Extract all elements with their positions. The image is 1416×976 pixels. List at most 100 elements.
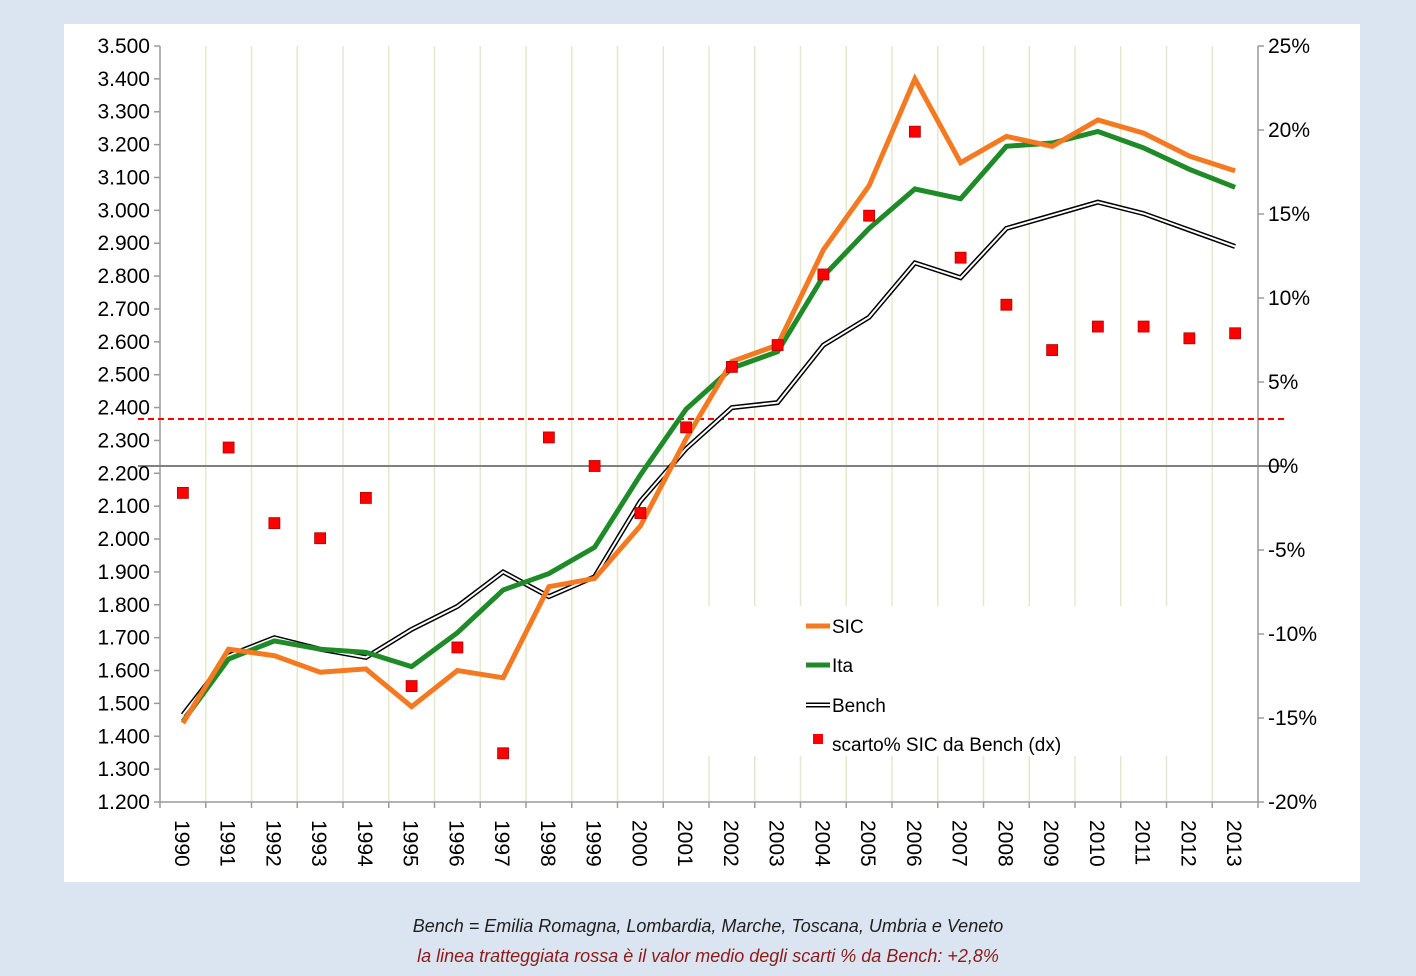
left-tick-label: 2.700	[97, 298, 150, 321]
scarto-marker	[268, 517, 281, 530]
legend: SIC Ita Bench scarto% SIC da Bench (dx)	[806, 617, 1061, 756]
x-tick-label: 2007	[948, 820, 971, 867]
scarto-marker	[725, 360, 738, 373]
left-tick-label: 3.000	[97, 199, 150, 222]
x-tick-label: 2001	[673, 820, 696, 867]
left-tick-label: 2.400	[97, 397, 150, 420]
reference-lines	[138, 417, 1284, 467]
gridlines	[205, 46, 1213, 802]
legend-label-ita: Ita	[832, 656, 854, 677]
right-tick-label: -15%	[1268, 707, 1317, 730]
legend-label-bench: Bench	[832, 696, 886, 717]
right-tick-label: -20%	[1268, 791, 1317, 814]
left-tick-label: 2.900	[97, 232, 150, 255]
left-tick-label: 1.800	[97, 594, 150, 617]
left-tick-label: 2.100	[97, 495, 150, 518]
x-tick-label: 1999	[582, 820, 605, 867]
left-tick-label: 3.300	[97, 101, 150, 124]
scarto-marker	[908, 125, 921, 138]
x-tick-label: 2000	[627, 820, 650, 867]
right-tick-label: 15%	[1268, 203, 1310, 226]
sic-line	[180, 73, 1236, 725]
caption-bench-regions: Bench = Emilia Romagna, Lombardia, March…	[412, 916, 1004, 936]
left-tick-label: 1.200	[97, 791, 150, 814]
x-tick-label: 1998	[536, 820, 559, 867]
left-tick-label: 2.500	[97, 364, 150, 387]
x-tick-label: 1997	[490, 820, 513, 867]
scarto-marker	[1091, 320, 1104, 333]
left-tick-label: 1.500	[97, 692, 150, 715]
scarto-marker	[1229, 327, 1242, 340]
left-tick-label: 3.400	[97, 68, 150, 91]
scarto-marker	[222, 441, 235, 454]
bench-line-inner	[182, 201, 1236, 716]
left-tick-label: 1.900	[97, 561, 150, 584]
x-tick-label: 2010	[1085, 820, 1108, 867]
x-tick-label: 2006	[902, 820, 925, 867]
right-tick-label: -5%	[1268, 539, 1305, 562]
tick-labels: 1.200 1.300 1.400 1.500 1.600 1.700 1.800 1.900…	[97, 35, 1317, 867]
x-tick-label: 2009	[1039, 820, 1062, 867]
x-tick-label: 2002	[719, 820, 742, 867]
scarto-marker	[1000, 298, 1013, 311]
left-tick-label: 3.100	[97, 166, 150, 189]
left-tick-label: 2.300	[97, 429, 150, 452]
x-tick-label: 2003	[765, 820, 788, 867]
scarto-markers	[176, 125, 1242, 760]
x-tick-label: 2005	[856, 820, 879, 867]
legend-swatch-scarto	[813, 734, 823, 744]
scarto-marker	[1137, 320, 1150, 333]
legend-background	[704, 606, 1184, 756]
left-tick-label: 1.700	[97, 627, 150, 650]
scarto-marker	[359, 492, 372, 504]
left-tick-label: 1.400	[97, 725, 150, 748]
axes	[154, 45, 1264, 808]
left-tick-label: 3.500	[97, 35, 150, 58]
x-tick-label: 1996	[444, 820, 467, 867]
scarto-marker	[497, 747, 510, 760]
x-tick-label: 1994	[353, 820, 376, 867]
scarto-marker	[314, 532, 327, 545]
scarto-marker	[451, 641, 464, 654]
x-tick-label: 1990	[170, 820, 193, 867]
x-tick-label: 2008	[993, 820, 1016, 867]
left-tick-label: 1.300	[97, 758, 150, 781]
x-tick-label: 1992	[261, 820, 284, 867]
left-tick-label: 2.000	[97, 528, 150, 551]
left-tick-label: 3.200	[97, 134, 150, 157]
scarto-marker	[634, 507, 647, 519]
right-tick-label: 0%	[1268, 455, 1298, 478]
scarto-marker	[588, 460, 601, 472]
legend-label-sic: SIC	[832, 617, 864, 638]
x-tick-label: 2004	[810, 820, 833, 867]
right-tick-label: -10%	[1268, 623, 1317, 646]
scarto-marker	[1046, 344, 1059, 356]
scarto-marker	[954, 251, 967, 264]
scarto-marker	[863, 209, 876, 222]
right-tick-label: 5%	[1268, 371, 1298, 394]
chart-panel: SIC Ita Bench scarto% SIC da Bench (dx) 1.2…	[64, 24, 1360, 882]
left-tick-label: 1.600	[97, 660, 150, 683]
x-tick-label: 1993	[307, 820, 330, 867]
left-tick-label: 2.200	[97, 462, 150, 485]
legend-label-scarto: scarto% SIC da Bench (dx)	[832, 735, 1061, 756]
scarto-marker	[771, 339, 784, 351]
left-tick-label: 2.600	[97, 331, 150, 354]
scarto-marker	[680, 421, 693, 434]
scarto-marker	[405, 680, 418, 692]
scarto-marker	[542, 431, 555, 444]
x-tick-label: 2012	[1176, 820, 1199, 867]
x-tick-label: 2011	[1131, 820, 1154, 865]
scarto-marker	[1183, 332, 1196, 345]
series	[180, 73, 1237, 725]
x-tick-label: 1991	[216, 820, 239, 867]
right-tick-label: 10%	[1268, 287, 1310, 310]
scarto-marker	[176, 486, 189, 499]
line-chart: SIC Ita Bench scarto% SIC da Bench (dx) 1.2…	[97, 35, 1317, 867]
left-tick-label: 2.800	[97, 265, 150, 288]
caption-mean-line-note: la linea tratteggiata rossa è il valor m…	[417, 946, 999, 966]
right-tick-label: 25%	[1268, 35, 1310, 58]
x-tick-label: 2013	[1222, 820, 1245, 867]
scarto-marker	[817, 268, 830, 281]
x-tick-label: 1995	[399, 820, 422, 867]
